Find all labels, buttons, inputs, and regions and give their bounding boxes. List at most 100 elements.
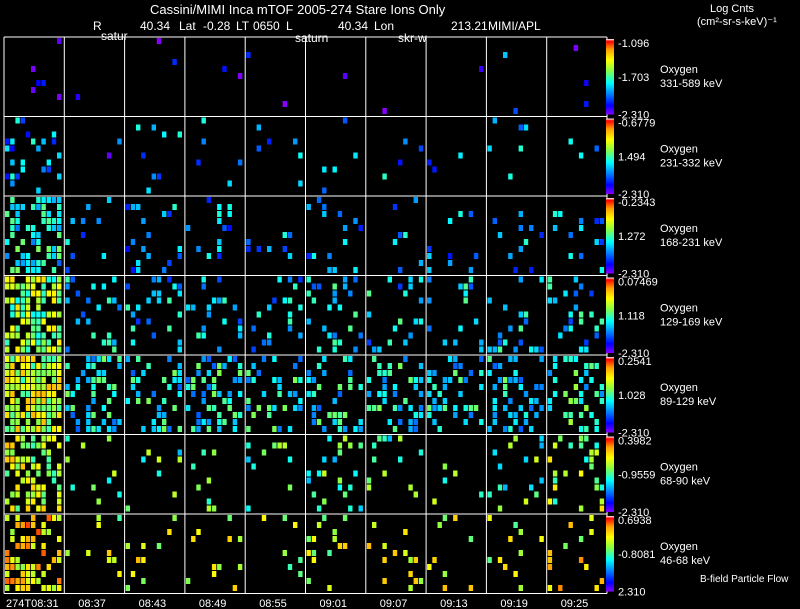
colorbar-max-label: -0.6779 <box>618 118 655 130</box>
heatmap-cell <box>57 253 62 259</box>
heatmap-cell <box>256 145 261 152</box>
heatmap-cell <box>156 426 162 432</box>
heatmap-cell <box>246 456 251 463</box>
heatmap-cell <box>15 356 20 362</box>
heatmap-cell <box>267 412 272 418</box>
heatmap-cell <box>20 377 25 383</box>
heatmap-cell <box>46 166 51 173</box>
heatmap-cell <box>206 477 212 484</box>
heatmap-cell <box>86 405 91 411</box>
heatmap-cell <box>568 398 573 404</box>
heatmap-cell <box>10 173 15 180</box>
heatmap-cell <box>206 426 212 432</box>
heatmap-cell <box>201 117 206 124</box>
heatmap-cell <box>432 370 437 376</box>
row-species-label: Oxygen <box>660 382 698 394</box>
heatmap-cell <box>185 405 191 411</box>
heatmap-cell <box>177 449 182 456</box>
heatmap-cell <box>41 260 46 266</box>
chart-title: Cassini/MIMI Inca mTOF 2005-274 Stare Io… <box>150 2 446 17</box>
heatmap-cell <box>15 304 20 311</box>
heatmap-cell <box>25 477 31 484</box>
heatmap-cell <box>41 356 46 362</box>
heatmap-cell <box>5 138 10 145</box>
heatmap-cell <box>473 405 479 411</box>
heatmap-cell <box>25 304 31 311</box>
heatmap-cell <box>442 377 448 383</box>
heatmap-cell <box>15 260 20 266</box>
heatmap-cell <box>10 332 15 339</box>
heatmap-cell <box>558 435 563 442</box>
heatmap-cell <box>584 363 589 369</box>
heatmap-cell <box>287 276 293 283</box>
heatmap-cell <box>25 585 31 591</box>
heatmap-cell <box>206 419 212 425</box>
heatmap-cell <box>91 412 96 418</box>
heatmap-cell <box>10 225 15 231</box>
heatmap-cell <box>57 211 62 217</box>
heatmap-cell <box>427 297 432 304</box>
heatmap-cell <box>547 283 553 290</box>
heatmap-cell <box>529 405 534 411</box>
heatmap-cell <box>418 260 424 266</box>
heatmap-cell <box>36 484 41 491</box>
heatmap-cell <box>20 522 25 528</box>
heatmap-cell <box>41 550 46 556</box>
heatmap-cell <box>57 377 62 383</box>
heatmap-cell <box>584 426 589 432</box>
heatmap-cell <box>10 283 15 290</box>
colorbar <box>606 516 614 592</box>
heatmap-cell <box>327 332 332 339</box>
heatmap-cell <box>432 557 437 563</box>
colorbar-min-label: -2.310 <box>618 189 649 201</box>
heatmap-cell <box>311 377 317 383</box>
heatmap-cell <box>547 550 553 556</box>
heatmap-cell <box>57 311 62 318</box>
heatmap-cell <box>86 377 91 383</box>
lat-value: -0.28 <box>203 19 231 33</box>
heatmap-cell <box>432 419 437 425</box>
colorbar <box>606 118 614 194</box>
heatmap-cell <box>578 377 584 383</box>
heatmap-cell <box>31 498 36 505</box>
heatmap-cell <box>20 260 25 266</box>
heatmap-cell <box>427 377 432 383</box>
heatmap-cell <box>306 290 311 297</box>
heatmap-cell <box>106 550 112 556</box>
heatmap-cell <box>427 253 432 259</box>
heatmap-cell <box>31 225 36 231</box>
heatmap-cell <box>418 391 424 397</box>
heatmap-cell <box>337 484 343 491</box>
heatmap-cell <box>382 391 387 397</box>
heatmap-cell <box>256 246 261 252</box>
heatmap-cell <box>573 398 579 404</box>
heatmap-cell <box>237 332 243 339</box>
heatmap-cell <box>20 204 25 210</box>
row-energy-label: 129-169 keV <box>660 316 723 328</box>
heatmap-cell <box>15 370 20 376</box>
heatmap-cell <box>353 218 358 224</box>
heatmap-cell <box>41 80 46 86</box>
heatmap-cell <box>246 52 251 58</box>
heatmap-cell <box>246 426 251 432</box>
skr-marker: skr-w <box>398 31 427 45</box>
heatmap-cell <box>57 426 62 432</box>
heatmap-cell <box>191 391 196 397</box>
heatmap-cell <box>125 398 130 404</box>
heatmap-cell <box>227 536 232 542</box>
heatmap-cell <box>106 557 112 563</box>
heatmap-cell <box>5 276 10 283</box>
heatmap-cell <box>25 419 31 425</box>
heatmap-cell <box>237 73 243 79</box>
heatmap-cell <box>211 564 217 570</box>
heatmap-cell <box>568 325 573 332</box>
heatmap-cell <box>311 405 317 411</box>
heatmap-cell <box>117 491 122 498</box>
heatmap-cell <box>70 276 75 283</box>
heatmap-cell <box>217 276 222 283</box>
heatmap-cell <box>222 297 227 304</box>
heatmap-cell <box>25 267 31 273</box>
heatmap-cell <box>408 332 413 339</box>
row-energy-label: 168-231 keV <box>660 237 723 249</box>
